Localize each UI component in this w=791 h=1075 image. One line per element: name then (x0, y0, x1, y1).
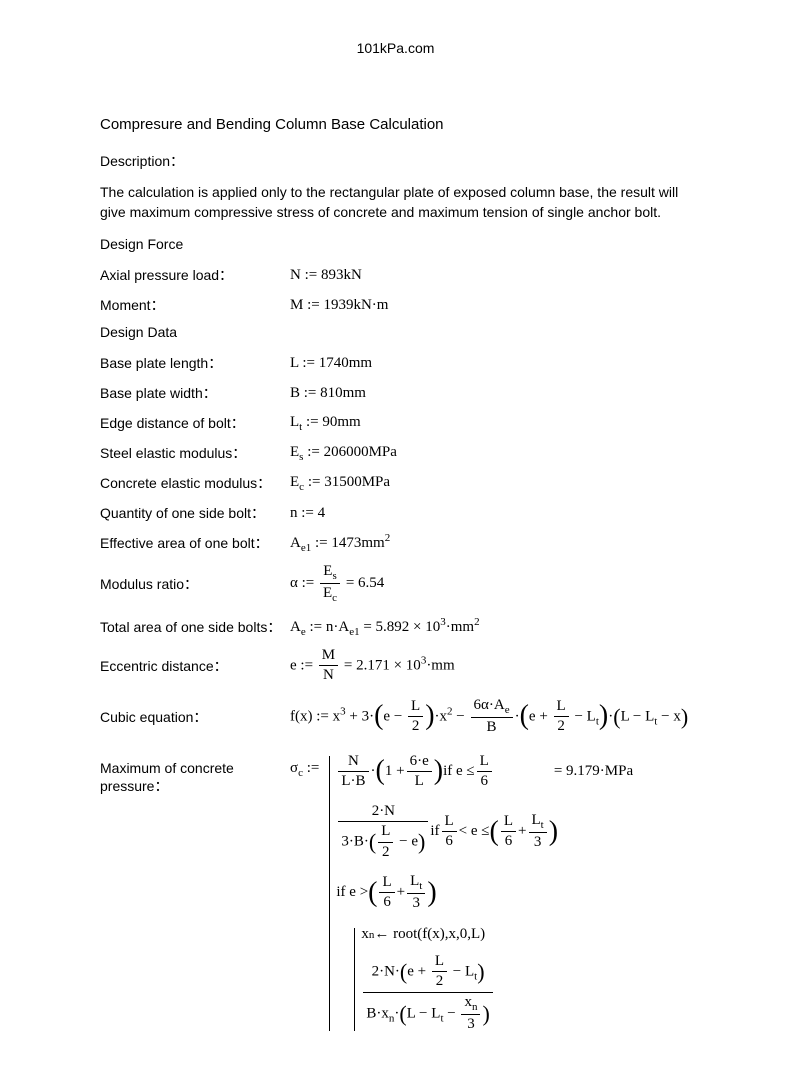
value-axial-load: N := 893kN (290, 267, 362, 284)
case-3-cond: if e > (L6 + Lt3) (336, 872, 633, 914)
value-cubic: f(x) := x3 + 3·(e − L2)·x2 − 6α·AeB·(e +… (290, 696, 688, 738)
case-3-frac: 2·N·(e + L2 − Lt) B·xn·(L − Lt − xn3) (361, 952, 494, 1035)
value-plate-width: B := 810mm (290, 385, 366, 402)
page-title: Compresure and Bending Column Base Calcu… (100, 116, 691, 133)
row-edge-dist: Edge distance of bolt： Lt := 90mm (100, 412, 691, 434)
site-header: 101kPa.com (100, 40, 691, 56)
result-value: = 9.179·MPa (554, 763, 633, 780)
piecewise-bar (329, 756, 330, 1031)
case-1: NL·B·(1 + 6·eL) if e ≤ L6 = 9.179·MPa (336, 752, 633, 792)
document-page: 101kPa.com Compresure and Bending Column… (0, 0, 791, 1075)
row-conc-mod: Concrete elastic modulus： Ec := 31500MPa (100, 472, 691, 494)
label-bolt-area: Effective area of one bolt： (100, 533, 290, 553)
label-bolt-qty: Quantity of one side bolt： (100, 503, 290, 523)
row-cubic: Cubic equation： f(x) := x3 + 3·(e − L2)·… (100, 696, 691, 738)
label-edge-dist: Edge distance of bolt： (100, 413, 290, 433)
row-steel-mod: Steel elastic modulus： Es := 206000MPa (100, 442, 691, 464)
row-plate-length: Base plate length： L := 1740mm (100, 352, 691, 374)
label-mod-ratio: Modulus ratio： (100, 574, 290, 594)
nested-bar (354, 928, 355, 1031)
value-conc-mod: Ec := 31500MPa (290, 474, 390, 493)
description-text: The calculation is applied only to the r… (100, 183, 691, 222)
value-bolt-qty: n := 4 (290, 505, 325, 522)
value-moment: M := 1939kN·m (290, 297, 388, 314)
label-cubic: Cubic equation： (100, 707, 290, 727)
row-axial-load: Axial pressure load： N := 893kN (100, 264, 691, 286)
label-moment: Moment： (100, 295, 290, 315)
case-3-nested: xn ← root(f(x),x,0,L) 2·N·(e + L2 − Lt) … (350, 924, 633, 1035)
label-steel-mod: Steel elastic modulus： (100, 443, 290, 463)
label-plate-length: Base plate length： (100, 353, 290, 373)
row-eccentric: Eccentric distance： e := MN = 2.171 × 10… (100, 646, 691, 686)
value-total-area: Ae := n·Ae1 = 5.892 × 103·mm2 (290, 616, 480, 638)
piecewise-block: NL·B·(1 + 6·eL) if e ≤ L6 = 9.179·MPa 2·… (325, 752, 633, 1035)
value-max-pressure: σc := NL·B·(1 + 6·eL) if e ≤ L6 = 9.179·… (290, 748, 633, 1035)
label-total-area: Total area of one side bolts： (100, 617, 290, 637)
row-mod-ratio: Modulus ratio： α := EsEc = 6.54 (100, 562, 691, 606)
label-max-pressure: Maximum of concrete pressure： (100, 748, 290, 796)
value-mod-ratio: α := EsEc = 6.54 (290, 562, 384, 606)
value-bolt-area: Ae1 := 1473mm2 (290, 532, 390, 554)
description-label: Description： (100, 151, 691, 171)
row-total-area: Total area of one side bolts： Ae := n·Ae… (100, 616, 691, 638)
label-conc-mod: Concrete elastic modulus： (100, 473, 290, 493)
row-max-pressure: Maximum of concrete pressure： σc := NL·B… (100, 748, 691, 1035)
row-moment: Moment： M := 1939kN·m (100, 294, 691, 316)
label-eccentric: Eccentric distance： (100, 656, 290, 676)
value-steel-mod: Es := 206000MPa (290, 444, 397, 463)
label-axial-load: Axial pressure load： (100, 265, 290, 285)
value-eccentric: e := MN = 2.171 × 103·mm (290, 646, 455, 686)
row-bolt-qty: Quantity of one side bolt： n := 4 (100, 502, 691, 524)
value-plate-length: L := 1740mm (290, 355, 372, 372)
row-plate-width: Base plate width： B := 810mm (100, 382, 691, 404)
case-2: 2·N3·B·(L2 − e) if L6 < e ≤ (L6 + Lt3) (336, 802, 633, 863)
value-edge-dist: Lt := 90mm (290, 414, 361, 433)
case-3-line1: xn ← root(f(x),x,0,L) (361, 924, 494, 946)
section-design-data: Design Data (100, 324, 691, 340)
label-plate-width: Base plate width： (100, 383, 290, 403)
section-design-force: Design Force (100, 236, 691, 252)
row-bolt-area: Effective area of one bolt： Ae1 := 1473m… (100, 532, 691, 554)
